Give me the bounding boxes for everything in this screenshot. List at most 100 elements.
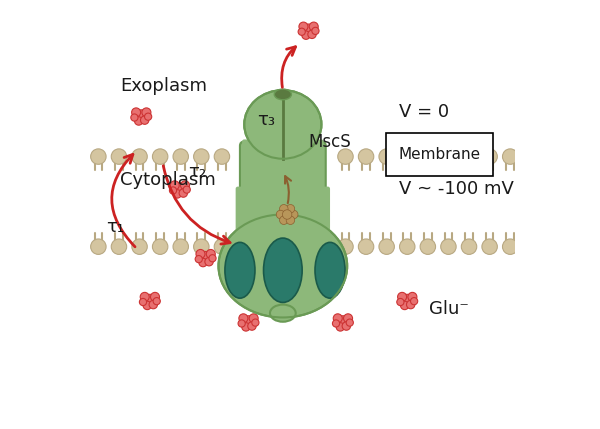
Circle shape	[302, 24, 314, 36]
Circle shape	[140, 116, 149, 124]
Circle shape	[196, 249, 205, 258]
FancyBboxPatch shape	[386, 133, 493, 176]
Circle shape	[139, 299, 146, 305]
Circle shape	[135, 110, 147, 122]
Circle shape	[400, 149, 415, 164]
Circle shape	[482, 239, 497, 254]
Circle shape	[280, 205, 288, 213]
Circle shape	[289, 210, 298, 219]
Circle shape	[173, 190, 182, 198]
Circle shape	[140, 293, 149, 301]
Circle shape	[441, 239, 456, 254]
FancyBboxPatch shape	[242, 139, 323, 178]
Text: V = 0: V = 0	[398, 103, 449, 121]
Circle shape	[276, 210, 285, 219]
Circle shape	[252, 319, 259, 326]
Circle shape	[214, 239, 230, 254]
Circle shape	[111, 149, 127, 164]
Circle shape	[200, 251, 212, 263]
Circle shape	[482, 149, 497, 164]
Circle shape	[209, 255, 216, 262]
Circle shape	[298, 28, 305, 35]
FancyBboxPatch shape	[236, 187, 330, 242]
Circle shape	[312, 27, 319, 34]
Circle shape	[400, 301, 409, 310]
Circle shape	[199, 258, 207, 267]
Circle shape	[248, 322, 256, 330]
Circle shape	[169, 187, 176, 194]
Circle shape	[358, 239, 374, 254]
Circle shape	[194, 239, 209, 254]
Circle shape	[149, 300, 157, 309]
Ellipse shape	[270, 305, 296, 322]
Text: Membrane: Membrane	[398, 147, 481, 162]
Circle shape	[338, 239, 353, 254]
Circle shape	[238, 320, 245, 327]
FancyBboxPatch shape	[240, 142, 326, 210]
Text: Cytoplasm: Cytoplasm	[120, 171, 215, 189]
Circle shape	[398, 293, 407, 301]
Circle shape	[143, 301, 151, 310]
Circle shape	[406, 300, 415, 309]
Circle shape	[336, 323, 344, 331]
Text: V ~ -100 mV: V ~ -100 mV	[398, 180, 514, 198]
Circle shape	[346, 319, 353, 326]
Circle shape	[333, 314, 342, 323]
Circle shape	[91, 149, 106, 164]
Circle shape	[338, 149, 353, 164]
Circle shape	[206, 249, 215, 258]
Circle shape	[194, 149, 209, 164]
Text: τ₃: τ₃	[257, 111, 275, 129]
Circle shape	[144, 294, 156, 306]
Ellipse shape	[274, 89, 292, 100]
Circle shape	[283, 210, 292, 219]
Circle shape	[174, 183, 186, 195]
Circle shape	[502, 149, 518, 164]
Circle shape	[183, 186, 190, 193]
Ellipse shape	[218, 214, 347, 317]
Circle shape	[342, 322, 350, 330]
Ellipse shape	[263, 238, 302, 302]
Circle shape	[410, 298, 418, 305]
Circle shape	[91, 239, 106, 254]
Circle shape	[286, 216, 295, 224]
Circle shape	[152, 239, 168, 254]
Circle shape	[205, 257, 213, 266]
Circle shape	[242, 316, 254, 328]
Circle shape	[461, 149, 477, 164]
Text: τ₁: τ₁	[106, 218, 125, 236]
Circle shape	[181, 181, 190, 190]
Text: Glu⁻: Glu⁻	[429, 300, 469, 318]
Circle shape	[242, 323, 250, 331]
Ellipse shape	[315, 242, 345, 298]
Circle shape	[239, 314, 248, 323]
Circle shape	[214, 149, 230, 164]
Circle shape	[280, 216, 288, 224]
Circle shape	[309, 22, 318, 31]
Circle shape	[397, 299, 404, 305]
Circle shape	[400, 239, 415, 254]
Circle shape	[111, 239, 127, 254]
Circle shape	[151, 293, 160, 301]
Circle shape	[173, 149, 188, 164]
Circle shape	[358, 149, 374, 164]
Circle shape	[379, 239, 394, 254]
Circle shape	[286, 205, 295, 213]
Circle shape	[420, 239, 436, 254]
Circle shape	[142, 108, 151, 117]
Circle shape	[308, 30, 316, 39]
Circle shape	[173, 239, 188, 254]
Circle shape	[132, 149, 147, 164]
Text: MscS: MscS	[308, 133, 352, 151]
Circle shape	[134, 117, 143, 125]
Circle shape	[152, 149, 168, 164]
Ellipse shape	[225, 242, 255, 298]
Circle shape	[299, 22, 308, 31]
Circle shape	[332, 320, 340, 327]
Text: τ₂: τ₂	[188, 163, 206, 181]
Text: Exoplasm: Exoplasm	[120, 77, 207, 95]
Ellipse shape	[244, 90, 322, 159]
Circle shape	[132, 239, 147, 254]
Circle shape	[379, 149, 394, 164]
Circle shape	[131, 114, 138, 121]
